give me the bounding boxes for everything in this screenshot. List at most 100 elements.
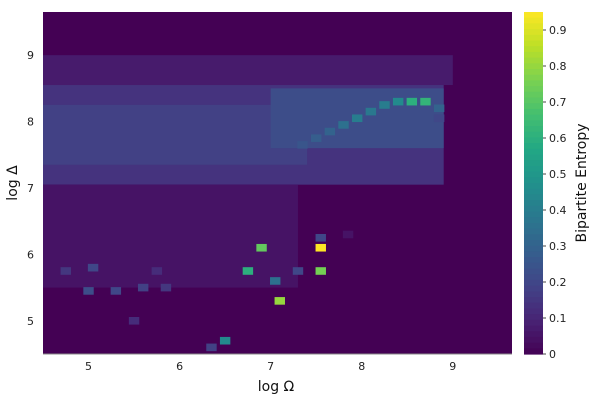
heatmap-cell bbox=[297, 141, 308, 149]
heatmap-cell bbox=[60, 267, 71, 275]
colorbar-segment bbox=[524, 108, 543, 116]
colorbar-segment bbox=[524, 228, 543, 235]
colorbar-tick-label: 0.4 bbox=[549, 204, 567, 217]
heatmap-cell bbox=[342, 230, 354, 239]
colorbar-segment bbox=[524, 183, 543, 190]
colorbar-tick-label: 0.1 bbox=[549, 312, 567, 325]
colorbar-segment bbox=[524, 154, 543, 161]
colorbar-segment bbox=[524, 217, 543, 224]
colorbar-tick-label: 0.9 bbox=[549, 24, 567, 37]
heatmap-cell bbox=[406, 97, 418, 106]
colorbar-segment bbox=[524, 348, 543, 355]
colorbar-ticks: 0 0.1 0.2 0.3 0.4 0.5 0.6 0.7 0.8 0.9 bbox=[543, 24, 567, 361]
colorbar-segment bbox=[524, 91, 543, 99]
colorbar-segment bbox=[524, 331, 543, 338]
colorbar-segment bbox=[524, 148, 543, 156]
x-axis-ticks: 5 6 7 8 9 bbox=[85, 360, 456, 373]
heatmap-region bbox=[43, 55, 453, 86]
heatmap-cell bbox=[315, 267, 326, 275]
heatmap-cell bbox=[315, 233, 326, 242]
colorbar-segment bbox=[524, 222, 543, 230]
colorbar-segment bbox=[524, 51, 543, 59]
colorbar-segment bbox=[524, 171, 543, 178]
y-tick-label: 9 bbox=[27, 49, 34, 62]
y-axis-ticks: 5 6 7 8 9 bbox=[27, 49, 34, 328]
colorbar-tick-label: 0.8 bbox=[549, 60, 567, 73]
heatmap-region bbox=[43, 184, 298, 288]
y-tick-label: 7 bbox=[27, 182, 34, 195]
heatmap-cell bbox=[270, 277, 281, 285]
colorbar-segment bbox=[524, 17, 543, 24]
colorbar-segment bbox=[524, 86, 543, 93]
colorbar-segment bbox=[524, 319, 543, 327]
colorbar-segment bbox=[524, 57, 543, 64]
colorbar-segment bbox=[524, 205, 543, 213]
y-tick-label: 8 bbox=[27, 116, 34, 129]
heatmap-cell bbox=[87, 263, 99, 272]
heatmap-cell bbox=[315, 243, 326, 252]
x-axis-label: log Ω bbox=[258, 379, 295, 395]
colorbar-segment bbox=[524, 285, 543, 292]
colorbar-tick-label: 0.2 bbox=[549, 276, 567, 289]
x-tick-label: 9 bbox=[449, 360, 456, 373]
colorbar-segment bbox=[524, 23, 543, 30]
colorbar-segment bbox=[524, 262, 543, 270]
colorbar-segment bbox=[524, 314, 543, 321]
colorbar-segment bbox=[524, 69, 543, 76]
heatmap-cell bbox=[324, 127, 336, 136]
heatmap-cell bbox=[365, 107, 377, 116]
heatmap-cell bbox=[338, 121, 349, 129]
heatmap-cell bbox=[392, 97, 404, 106]
colorbar-segment bbox=[524, 114, 543, 121]
heatmap-cell bbox=[433, 104, 445, 113]
heatmap-cell bbox=[83, 287, 94, 295]
y-axis-label: log Δ bbox=[5, 165, 21, 201]
colorbar-segment bbox=[524, 131, 543, 138]
colorbar-segment bbox=[524, 177, 543, 184]
y-tick-label: 6 bbox=[27, 248, 34, 261]
colorbar-segment bbox=[524, 74, 543, 81]
colorbar-segment bbox=[524, 336, 543, 344]
heatmap-cell bbox=[128, 316, 140, 325]
colorbar-segment bbox=[524, 143, 543, 150]
colorbar-segment bbox=[524, 165, 543, 173]
heatmap-cell bbox=[110, 287, 122, 295]
heatmap-cell bbox=[160, 283, 172, 292]
colorbar-segment bbox=[524, 274, 543, 281]
heatmap-cell bbox=[420, 97, 431, 106]
heatmap-region bbox=[43, 104, 308, 165]
colorbar-tick-label: 0.5 bbox=[549, 168, 567, 181]
colorbar-segment bbox=[524, 194, 543, 201]
colorbar-segment bbox=[524, 308, 543, 315]
colorbar-segment bbox=[524, 257, 543, 264]
heatmap-cell bbox=[274, 297, 285, 305]
colorbar-segment bbox=[524, 297, 543, 304]
heatmap-cell bbox=[151, 267, 163, 275]
colorbar-segment bbox=[524, 137, 543, 144]
colorbar-segment bbox=[524, 188, 543, 195]
heatmap-cell bbox=[351, 114, 363, 123]
colorbar-tick-label: 0.7 bbox=[549, 96, 567, 109]
colorbar bbox=[524, 12, 543, 355]
x-tick-label: 6 bbox=[176, 360, 183, 373]
colorbar-segment bbox=[524, 103, 543, 110]
colorbar-segment bbox=[524, 29, 543, 36]
colorbar-segment bbox=[524, 34, 543, 42]
colorbar-segment bbox=[524, 279, 543, 287]
colorbar-tick-label: 0.3 bbox=[549, 240, 567, 253]
heatmap-cell bbox=[292, 267, 304, 275]
x-tick-label: 7 bbox=[267, 360, 274, 373]
x-tick-label: 8 bbox=[358, 360, 365, 373]
colorbar-segment bbox=[524, 268, 543, 275]
colorbar-segment bbox=[524, 120, 543, 127]
colorbar-segment bbox=[524, 80, 543, 87]
colorbar-segment bbox=[524, 160, 543, 167]
colorbar-label: Bipartite Entropy bbox=[574, 123, 590, 242]
colorbar-segment bbox=[524, 46, 543, 53]
colorbar-tick-label: 0 bbox=[549, 348, 556, 361]
heatmap-cell bbox=[310, 134, 322, 142]
colorbar-segment bbox=[524, 291, 543, 298]
colorbar-segment bbox=[524, 97, 543, 104]
colorbar-segment bbox=[524, 342, 543, 349]
colorbar-segment bbox=[524, 240, 543, 247]
